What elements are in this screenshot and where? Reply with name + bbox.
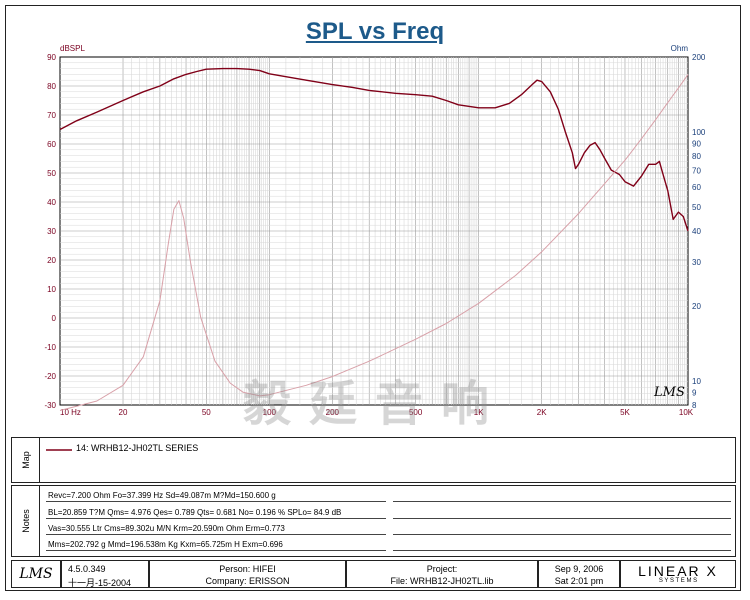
footer-date-cn: 十一月-15-2004 — [68, 578, 132, 588]
x-tick-label: 500 — [409, 408, 423, 417]
notes-tab[interactable]: Notes — [11, 485, 39, 557]
footer-project-cell: Project: File: WRHB12-JH02TL.lib — [346, 560, 538, 588]
y-tick-label: -30 — [44, 401, 56, 410]
x-tick-label: 5K — [620, 408, 630, 417]
note-line-2: BL=20.859 T?M Qms= 4.976 Qes= 0.789 Qts=… — [48, 508, 342, 517]
y2-tick-label: 80 — [692, 152, 701, 161]
footer-logo: LMS — [19, 566, 53, 582]
y-tick-label: 20 — [47, 256, 56, 265]
y2-tick-label: 200 — [692, 53, 706, 62]
footer-brand-cell: LINEAR X S Y S T E M S — [620, 560, 736, 588]
y-tick-label: 50 — [47, 169, 56, 178]
notes-panel — [39, 485, 736, 557]
footer-person: Person: HIFEI — [219, 564, 276, 574]
y-tick-label: 40 — [47, 198, 56, 207]
y2-tick-label: 10 — [692, 377, 701, 386]
y-tick-label: -20 — [44, 372, 56, 381]
y-tick-label: 30 — [47, 227, 56, 236]
footer-time: Sat 2:01 pm — [554, 576, 604, 586]
footer-version: 4.5.0.349 — [68, 564, 106, 574]
y-tick-label: 70 — [47, 111, 56, 120]
y2-tick-label: 100 — [692, 128, 706, 137]
y2-tick-label: 30 — [692, 258, 701, 267]
y-tick-label: 60 — [47, 140, 56, 149]
x-tick-label: 10 Hz — [60, 408, 81, 417]
footer-company: Company: ERISSON — [205, 576, 290, 586]
y2-tick-label: 90 — [692, 139, 701, 148]
footer-date-cell: Sep 9, 2006 Sat 2:01 pm — [538, 560, 620, 588]
impedance-curve — [59, 74, 689, 411]
x-tick-label: 1K — [474, 408, 484, 417]
note-line-4: Mms=202.792 g Mmd=196.538m Kg Kxm=65.725… — [48, 540, 283, 549]
legend-swatch — [46, 449, 72, 451]
axes: 9080706050403020100-10-20-30200100908070… — [44, 53, 705, 417]
footer-date: Sep 9, 2006 — [554, 564, 604, 574]
y-tick-label: 0 — [52, 314, 57, 323]
y-tick-label: 90 — [47, 53, 56, 62]
left-unit-label: dBSPL — [60, 44, 85, 53]
x-tick-label: 200 — [326, 408, 340, 417]
y2-tick-label: 20 — [692, 302, 701, 311]
note-line-1: Revc=7.200 Ohm Fo=37.399 Hz Sd=49.087m M… — [48, 491, 276, 500]
right-unit-label: Ohm — [671, 44, 689, 53]
footer-brand: LINEAR X — [638, 563, 718, 579]
footer-version-cell: 4.5.0.349 十一月-15-2004 — [61, 560, 149, 588]
y2-tick-label: 60 — [692, 183, 701, 192]
y2-tick-label: 50 — [692, 203, 701, 212]
x-tick-label: 10K — [679, 408, 694, 417]
map-tab[interactable]: Map — [11, 437, 39, 483]
y2-tick-label: 8 — [692, 401, 697, 410]
y-tick-label: -10 — [44, 343, 56, 352]
curves — [59, 67, 689, 411]
lms-mark: LMS — [653, 385, 685, 400]
x-tick-label: 100 — [263, 408, 277, 417]
y2-tick-label: 9 — [692, 388, 697, 397]
footer-file: File: WRHB12-JH02TL.lib — [390, 576, 494, 586]
footer-project: Project: — [426, 564, 458, 574]
map-panel: 14: WRHB12-JH02TL SERIES — [39, 437, 736, 483]
x-tick-label: 2K — [537, 408, 547, 417]
footer-logo-cell: LMS — [11, 560, 61, 588]
y2-tick-label: 70 — [692, 166, 701, 175]
footer-person-cell: Person: HIFEI Company: ERISSON — [149, 560, 346, 588]
x-tick-label: 20 — [119, 408, 128, 417]
note-line-3: Vas=30.555 Ltr Cms=89.302u M/N Krm=20.59… — [48, 524, 285, 533]
footer-brand-sub: S Y S T E M S — [658, 578, 698, 584]
watermark: 毅廷音响 — [243, 376, 507, 432]
y-tick-label: 80 — [47, 82, 56, 91]
y2-tick-label: 40 — [692, 227, 701, 236]
x-tick-label: 50 — [202, 408, 211, 417]
legend-entry: 14: WRHB12-JH02TL SERIES — [76, 443, 199, 453]
spl-curve — [59, 67, 689, 232]
chart-title: SPL vs Freq — [305, 18, 445, 45]
y-tick-label: 10 — [47, 285, 56, 294]
grid — [59, 56, 689, 406]
